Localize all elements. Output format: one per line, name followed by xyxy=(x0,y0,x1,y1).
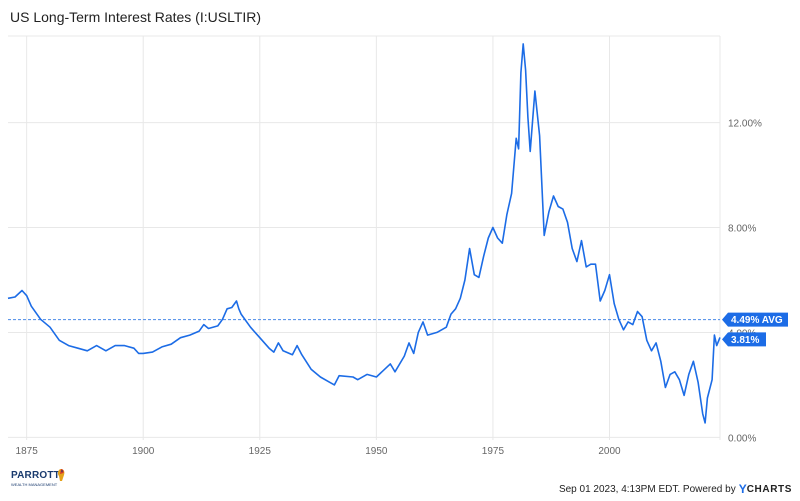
y-gridlines xyxy=(8,122,720,438)
average-badge-label: 4.49% AVG xyxy=(731,315,783,326)
x-tick-label-2000: 2000 xyxy=(598,446,621,457)
logo-wordmark: PARROTT xyxy=(11,470,60,481)
current-value-badge-background xyxy=(722,332,766,347)
x-gridlines xyxy=(26,36,610,440)
chart-title: US Long-Term Interest Rates (I:USLTIR) xyxy=(10,9,262,25)
current-value-badge: 3.81% xyxy=(722,332,766,347)
ycharts-logo-y: Y xyxy=(738,482,747,496)
y-tick-label-12.00%: 12.00% xyxy=(728,119,762,130)
x-tick-label-1900: 1900 xyxy=(132,446,155,457)
current-value-label: 3.81% xyxy=(731,335,759,346)
ycharts-logo-text: CHARTS xyxy=(746,483,792,495)
credit-text: Sep 01 2023, 4:13PM EDT. Powered by xyxy=(558,483,736,495)
x-tick-labels: 1875 1900 1925 1950 1975 2000 xyxy=(16,446,622,457)
average-badge: 4.49% AVG xyxy=(722,312,788,327)
average-badge-background xyxy=(722,312,788,327)
y-tick-label-0.00%: 0.00% xyxy=(728,433,756,444)
x-tick-label-1925: 1925 xyxy=(249,446,272,457)
x-tick-label-1975: 1975 xyxy=(482,446,505,457)
x-tick-label-1950: 1950 xyxy=(365,446,388,457)
footer-credit: Sep 01 2023, 4:13PM EDT. Powered by Y CH… xyxy=(559,482,792,496)
y-tick-labels: 0.00%4.00%8.00%12.00% xyxy=(728,119,762,445)
parrot-icon xyxy=(57,469,65,481)
logo-subtitle: WEALTH MANAGEMENT xyxy=(11,482,58,487)
y-tick-label-8.00%: 8.00% xyxy=(728,224,756,235)
series-line-us-long-term-interest-rates xyxy=(7,43,721,424)
x-tick-label-1875: 1875 xyxy=(16,446,39,457)
company-logo: PARROTT WEALTH MANAGEMENT xyxy=(8,468,68,496)
